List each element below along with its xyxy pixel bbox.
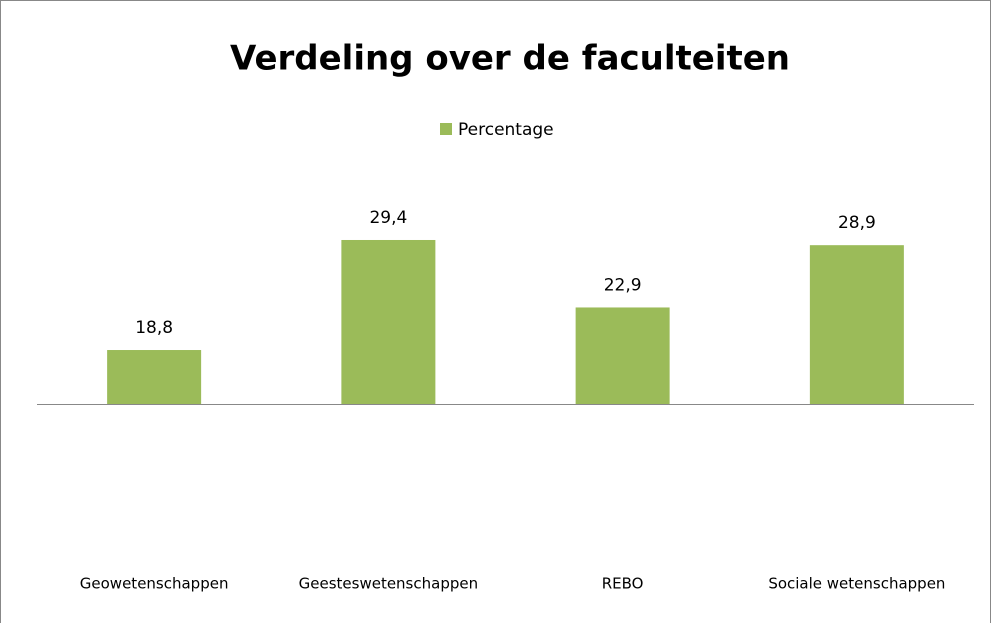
legend-swatch <box>440 123 452 135</box>
value-label: 28,9 <box>838 213 876 233</box>
x-tick-label: Geowetenschappen <box>80 575 229 593</box>
x-tick-label: Geesteswetenschappen <box>299 575 478 593</box>
x-tick-label: REBO <box>602 575 644 593</box>
chart-title: Verdeling over de faculteiten <box>230 39 790 79</box>
legend-label: Percentage <box>458 120 554 140</box>
x-tick-label: Sociale wetenschappen <box>768 575 945 593</box>
value-label: 22,9 <box>604 275 642 295</box>
value-label: 29,4 <box>369 208 407 228</box>
bar <box>341 239 436 404</box>
bar <box>107 350 202 404</box>
bar <box>575 307 670 404</box>
bar <box>809 245 904 404</box>
value-label: 18,8 <box>135 318 173 338</box>
